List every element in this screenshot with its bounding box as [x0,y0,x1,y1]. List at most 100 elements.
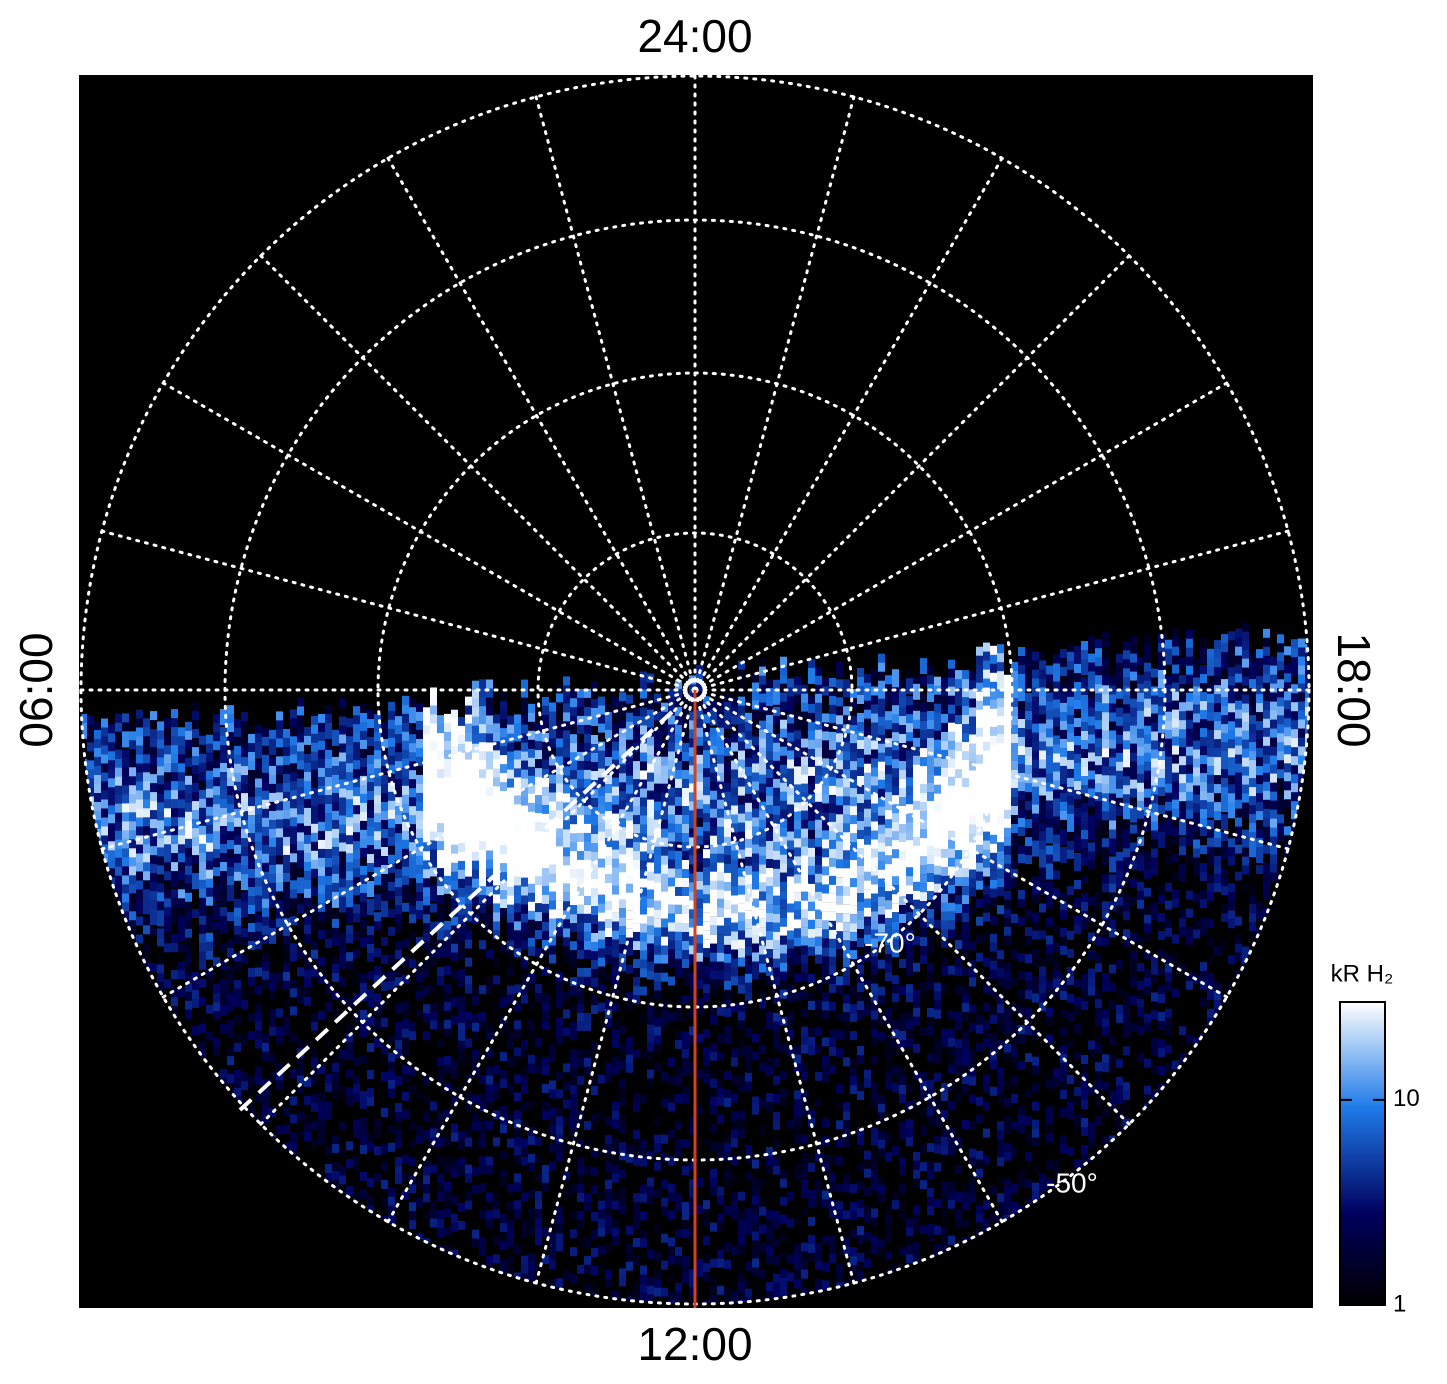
emission-pixel [402,740,409,757]
emission-pixel [675,886,682,896]
emission-pixel [521,805,528,822]
emission-pixel [234,925,241,935]
emission-pixel [794,1099,801,1109]
emission-pixel [318,920,325,930]
emission-pixel [199,753,206,770]
emission-pixel [542,750,549,767]
emission-pixel [801,873,808,890]
emission-pixel [598,939,605,949]
emission-pixel [227,741,234,758]
emission-pixel [724,1070,731,1080]
emission-pixel [423,1166,430,1176]
emission-pixel [409,725,416,742]
emission-pixel [276,1062,283,1072]
emission-pixel [605,721,612,737]
emission-pixel [815,1188,822,1198]
emission-pixel [521,796,528,813]
emission-pixel [346,826,353,843]
emission-pixel [696,826,703,843]
emission-pixel [563,775,570,792]
emission-pixel [598,1227,605,1237]
emission-pixel [661,855,668,872]
emission-pixel [269,864,276,881]
emission-pixel [143,826,150,843]
emission-pixel [367,719,374,735]
emission-pixel [759,810,766,827]
emission-pixel [199,1041,206,1051]
emission-pixel [437,1156,444,1166]
emission-pixel [150,729,157,746]
emission-pixel [115,803,122,820]
emission-pixel [815,801,822,818]
emission-pixel [773,913,780,923]
emission-pixel [220,889,227,905]
emission-pixel [738,876,745,886]
emission-pixel [640,923,647,933]
emission-pixel [633,905,640,922]
emission-pixel [248,815,255,831]
emission-pixel [591,1284,598,1293]
emission-pixel [815,1143,822,1153]
emission-pixel [276,1026,283,1036]
emission-pixel [507,886,514,903]
emission-pixel [717,853,724,870]
emission-pixel [612,930,619,940]
emission-pixel [290,754,297,771]
emission-pixel [500,1268,507,1278]
emission-pixel [374,777,381,794]
emission-pixel [409,860,416,877]
emission-pixel [479,814,486,831]
emission-pixel [150,774,157,791]
emission-pixel [542,822,549,839]
emission-pixel [444,740,451,757]
emission-pixel [794,1063,801,1073]
emission-pixel [549,783,556,800]
emission-pixel [332,837,339,854]
emission-pixel [367,926,374,935]
emission-pixel [738,750,745,767]
emission-pixel [731,697,738,714]
emission-pixel [248,752,255,768]
emission-pixel [423,923,430,933]
emission-pixel [703,1047,710,1057]
emission-pixel [122,830,129,847]
emission-pixel [528,757,535,774]
emission-pixel [185,847,192,864]
emission-pixel [598,723,605,740]
emission-pixel [612,1290,619,1300]
emission-pixel [213,1002,220,1012]
emission-pixel [283,854,290,871]
emission-pixel [353,931,360,941]
emission-pixel [822,965,829,975]
emission-pixel [689,1197,696,1207]
emission-pixel [297,742,304,759]
emission-pixel [451,1132,458,1142]
emission-pixel [780,1196,787,1206]
emission-pixel [731,1138,738,1148]
emission-pixel [388,737,395,754]
emission-pixel [549,1044,556,1054]
emission-pixel [486,697,493,714]
emission-pixel [661,837,668,854]
emission-pixel [248,743,255,759]
emission-pixel [605,1279,612,1288]
emission-pixel [766,1012,773,1021]
emission-pixel [521,913,528,923]
emission-pixel [311,913,318,930]
emission-pixel [633,959,640,969]
emission-pixel [325,939,332,948]
emission-pixel [640,797,647,814]
emission-pixel [738,957,745,967]
emission-pixel [535,894,542,911]
emission-pixel [346,898,353,915]
emission-pixel [304,906,311,923]
emission-pixel [724,1034,731,1044]
emission-pixel [549,720,556,737]
emission-pixel [570,1211,577,1221]
emission-pixel [542,1056,549,1066]
emission-pixel [136,799,143,816]
emission-pixel [220,988,227,997]
emission-pixel [584,895,591,905]
emission-pixel [199,978,206,988]
emission-pixel [668,724,675,741]
